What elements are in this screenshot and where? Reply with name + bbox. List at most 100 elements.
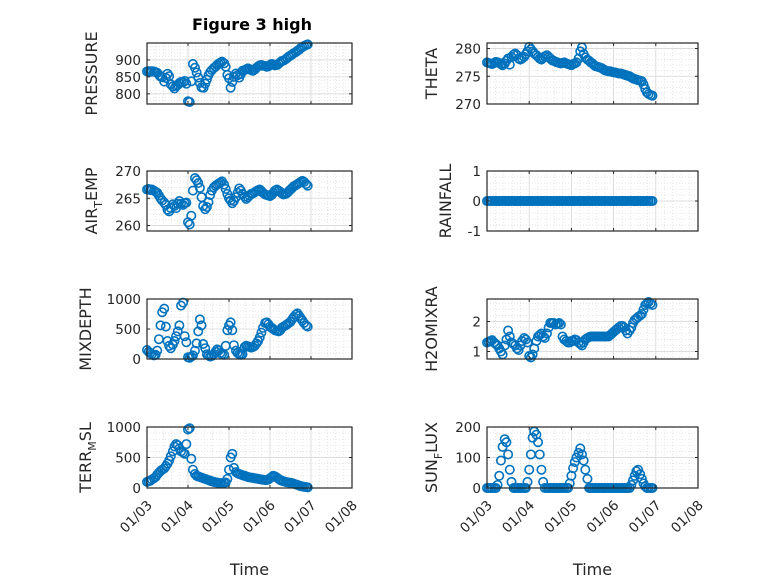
y-tick-label: 900 [115, 53, 141, 69]
data-point [183, 424, 194, 435]
data-series [142, 39, 313, 107]
data-point [541, 328, 552, 339]
data-point [178, 297, 189, 308]
data-point [501, 437, 512, 448]
subplot-rainfall: -1 0 1 RAINFALL [436, 164, 699, 240]
data-point [494, 470, 505, 481]
data-point [548, 317, 559, 328]
y-tick-label: 1 [472, 345, 481, 361]
subplot-h2omixra: 1 2 H2OMIXRA [422, 286, 699, 372]
y-axis-label: H2OMIXRA [422, 286, 441, 372]
x-tick-label: 01/04 [499, 498, 538, 537]
x-tick-label: 01/05 [199, 498, 238, 537]
data-point [647, 196, 658, 207]
data-point [155, 320, 166, 331]
axes-box [486, 42, 699, 105]
data-point [302, 180, 313, 191]
data-point [194, 182, 205, 193]
y-tick-label: 265 [115, 191, 141, 207]
data-series [481, 196, 658, 207]
x-tick-label: 01/03 [117, 498, 156, 537]
data-point [513, 53, 524, 64]
data-point [492, 479, 503, 490]
data-point [536, 464, 547, 475]
data-point [503, 325, 514, 336]
data-series [481, 41, 658, 101]
data-series [142, 297, 313, 363]
data-point [633, 464, 644, 475]
x-axis-label: Time [572, 560, 612, 579]
data-point [626, 479, 637, 490]
data-point [555, 319, 566, 330]
y-tick-label: 500 [115, 451, 141, 467]
data-point [201, 202, 212, 213]
data-point [184, 423, 195, 434]
data-point [169, 335, 180, 346]
data-point [181, 439, 192, 450]
data-point [194, 314, 205, 325]
y-tick-label: 1000 [107, 292, 141, 308]
data-point [196, 320, 207, 331]
y-tick-label: 500 [115, 322, 141, 338]
data-point [636, 308, 647, 319]
y-tick-label: 1 [472, 164, 481, 180]
subplot-theta: 270 275 280 THETA [422, 41, 699, 113]
data-point [179, 448, 190, 459]
data-series [481, 296, 658, 363]
data-point [162, 68, 173, 79]
y-tick-label: -1 [468, 224, 481, 240]
data-point [264, 191, 275, 202]
y-tick-label: 0 [472, 481, 481, 497]
data-point [554, 317, 565, 328]
data-point [513, 344, 524, 355]
data-point [647, 90, 658, 101]
axes-box [146, 42, 353, 105]
subplot-sun_flux: 01/03 01/04 01/05 01/06 01/07 01/08 0 100 200 SUN… [422, 420, 707, 579]
data-point [533, 437, 544, 448]
y-tick-label: 850 [115, 70, 141, 86]
data-point [160, 321, 171, 332]
x-tick-label: 01/08 [322, 498, 361, 537]
data-point [222, 473, 233, 484]
x-tick-label: 01/05 [541, 498, 580, 537]
data-point [181, 197, 192, 208]
x-axis-label: Time [229, 560, 269, 579]
y-axis-label: SUNFLUX [422, 422, 445, 493]
data-point [205, 190, 216, 201]
data-point [254, 184, 265, 195]
subplot-terr_msl: 01/03 01/04 01/05 01/06 01/07 01/08 0 500 1000 TE… [76, 420, 361, 579]
data-point [503, 449, 514, 460]
y-tick-label: 0 [132, 481, 141, 497]
data-point [181, 78, 192, 89]
data-point [172, 326, 183, 337]
data-point [301, 179, 312, 190]
data-point [302, 482, 313, 493]
data-point [186, 453, 197, 464]
data-point [254, 332, 265, 343]
y-tick-label: 270 [455, 97, 481, 113]
data-point [534, 449, 545, 460]
data-point [220, 184, 231, 195]
data-point [227, 76, 238, 87]
data-point [219, 179, 230, 190]
y-tick-label: 0 [132, 352, 141, 368]
y-axis-label: RAINFALL [436, 164, 455, 239]
data-point [522, 476, 533, 487]
y-axis-label: MIXDEPTH [76, 287, 95, 370]
data-point [302, 321, 313, 332]
data-point [174, 320, 185, 331]
axes-box [486, 298, 699, 360]
y-tick-label: 260 [115, 219, 141, 235]
data-point [580, 464, 591, 475]
data-point [276, 188, 287, 199]
data-point [181, 337, 192, 348]
data-point [191, 67, 202, 78]
data-point [165, 451, 176, 462]
data-point [228, 340, 239, 351]
data-point [647, 299, 658, 310]
data-point [568, 463, 579, 474]
data-point [256, 327, 267, 338]
figure-title: Figure 3 high [192, 15, 312, 34]
